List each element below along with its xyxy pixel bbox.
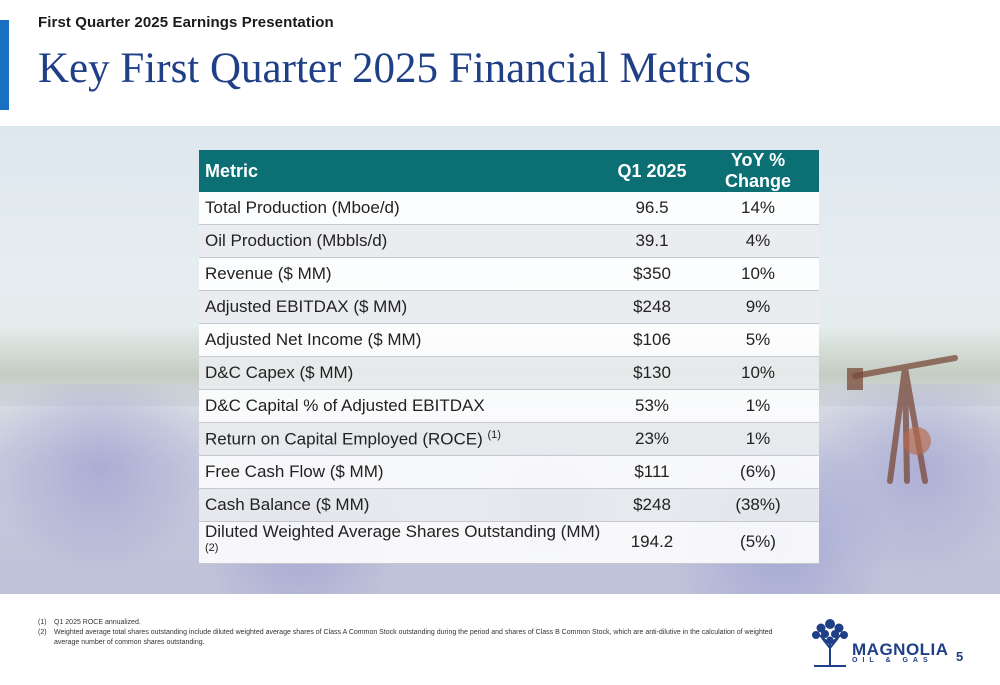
- table-row: Free Cash Flow ($ MM) $111 (6%): [199, 455, 819, 489]
- table-row: Cash Balance ($ MM) $248 (38%): [199, 488, 819, 522]
- yoy-value-cell: (5%): [697, 521, 819, 564]
- table-row: Oil Production (Mbbls/d) 39.1 4%: [199, 224, 819, 258]
- footnote-1: (1) Q1 2025 ROCE annualized.: [38, 618, 798, 628]
- metric-cell: Adjusted Net Income ($ MM): [199, 323, 607, 357]
- q1-value-cell: 39.1: [607, 224, 697, 258]
- header-q1-2025: Q1 2025: [607, 150, 697, 192]
- metric-cell: Oil Production (Mbbls/d): [199, 224, 607, 258]
- company-logo: MAGNOLIA OIL & GAS: [808, 614, 948, 668]
- q1-value-cell: $350: [607, 257, 697, 291]
- metric-cell: Adjusted EBITDAX ($ MM): [199, 290, 607, 324]
- q1-value-cell: $130: [607, 356, 697, 390]
- metric-cell: D&C Capital % of Adjusted EBITDAX: [199, 389, 607, 423]
- footnote-text: Q1 2025 ROCE annualized.: [54, 619, 141, 626]
- footnote-number: (1): [38, 619, 47, 626]
- header-yoy-change: YoY % Change: [697, 150, 819, 192]
- yoy-value-cell: 1%: [697, 422, 819, 456]
- q1-value-cell: 194.2: [607, 521, 697, 564]
- table-row: Diluted Weighted Average Shares Outstand…: [199, 521, 819, 564]
- table-row: D&C Capital % of Adjusted EBITDAX 53% 1%: [199, 389, 819, 423]
- footnotes: (1) Q1 2025 ROCE annualized. (2) Weighte…: [38, 618, 798, 648]
- q1-value-cell: $111: [607, 455, 697, 489]
- page-title: Key First Quarter 2025 Financial Metrics: [38, 45, 751, 92]
- logo-subtext: OIL & GAS: [852, 657, 933, 664]
- yoy-value-cell: 1%: [697, 389, 819, 423]
- q1-value-cell: 53%: [607, 389, 697, 423]
- table-row: Adjusted EBITDAX ($ MM) $248 9%: [199, 290, 819, 324]
- table-header-row: Metric Q1 2025 YoY % Change: [199, 150, 819, 192]
- q1-value-cell: 23%: [607, 422, 697, 456]
- table-row: Return on Capital Employed (ROCE) (1) 23…: [199, 422, 819, 456]
- q1-value-cell: 96.5: [607, 192, 697, 225]
- footnote-2: (2) Weighted average total shares outsta…: [38, 628, 798, 648]
- yoy-value-cell: (38%): [697, 488, 819, 522]
- footnote-marker: (2): [205, 542, 219, 554]
- q1-value-cell: $106: [607, 323, 697, 357]
- table-row: Adjusted Net Income ($ MM) $106 5%: [199, 323, 819, 357]
- yoy-value-cell: 5%: [697, 323, 819, 357]
- header-metric: Metric: [199, 150, 607, 192]
- presentation-subtitle: First Quarter 2025 Earnings Presentation: [38, 14, 334, 31]
- yoy-value-cell: 10%: [697, 257, 819, 291]
- footnote-text: Weighted average total shares outstandin…: [54, 629, 773, 646]
- yoy-value-cell: 14%: [697, 192, 819, 225]
- metric-cell: Free Cash Flow ($ MM): [199, 455, 607, 489]
- accent-bar: [0, 20, 9, 110]
- metric-cell: Cash Balance ($ MM): [199, 488, 607, 522]
- footnote-number: (2): [38, 629, 47, 636]
- metric-cell: Total Production (Mboe/d): [199, 192, 607, 225]
- page-number: 5: [956, 649, 964, 664]
- financial-metrics-table: Metric Q1 2025 YoY % Change Total Produc…: [199, 150, 819, 564]
- table-row: Revenue ($ MM) $350 10%: [199, 257, 819, 291]
- q1-value-cell: $248: [607, 290, 697, 324]
- metric-cell: D&C Capex ($ MM): [199, 356, 607, 390]
- footnote-marker: (1): [487, 428, 501, 441]
- pumpjack-icon: [847, 355, 958, 484]
- yoy-value-cell: 10%: [697, 356, 819, 390]
- metric-cell: Revenue ($ MM): [199, 257, 607, 291]
- yoy-value-cell: (6%): [697, 455, 819, 489]
- metric-cell: Diluted Weighted Average Shares Outstand…: [199, 521, 607, 564]
- q1-value-cell: $248: [607, 488, 697, 522]
- logo-wordmark: MAGNOLIA: [852, 640, 949, 659]
- metric-cell: Return on Capital Employed (ROCE) (1): [199, 422, 607, 456]
- table-row: Total Production (Mboe/d) 96.5 14%: [199, 192, 819, 225]
- tree-icon: [812, 619, 848, 667]
- yoy-value-cell: 4%: [697, 224, 819, 258]
- yoy-value-cell: 9%: [697, 290, 819, 324]
- table-row: D&C Capex ($ MM) $130 10%: [199, 356, 819, 390]
